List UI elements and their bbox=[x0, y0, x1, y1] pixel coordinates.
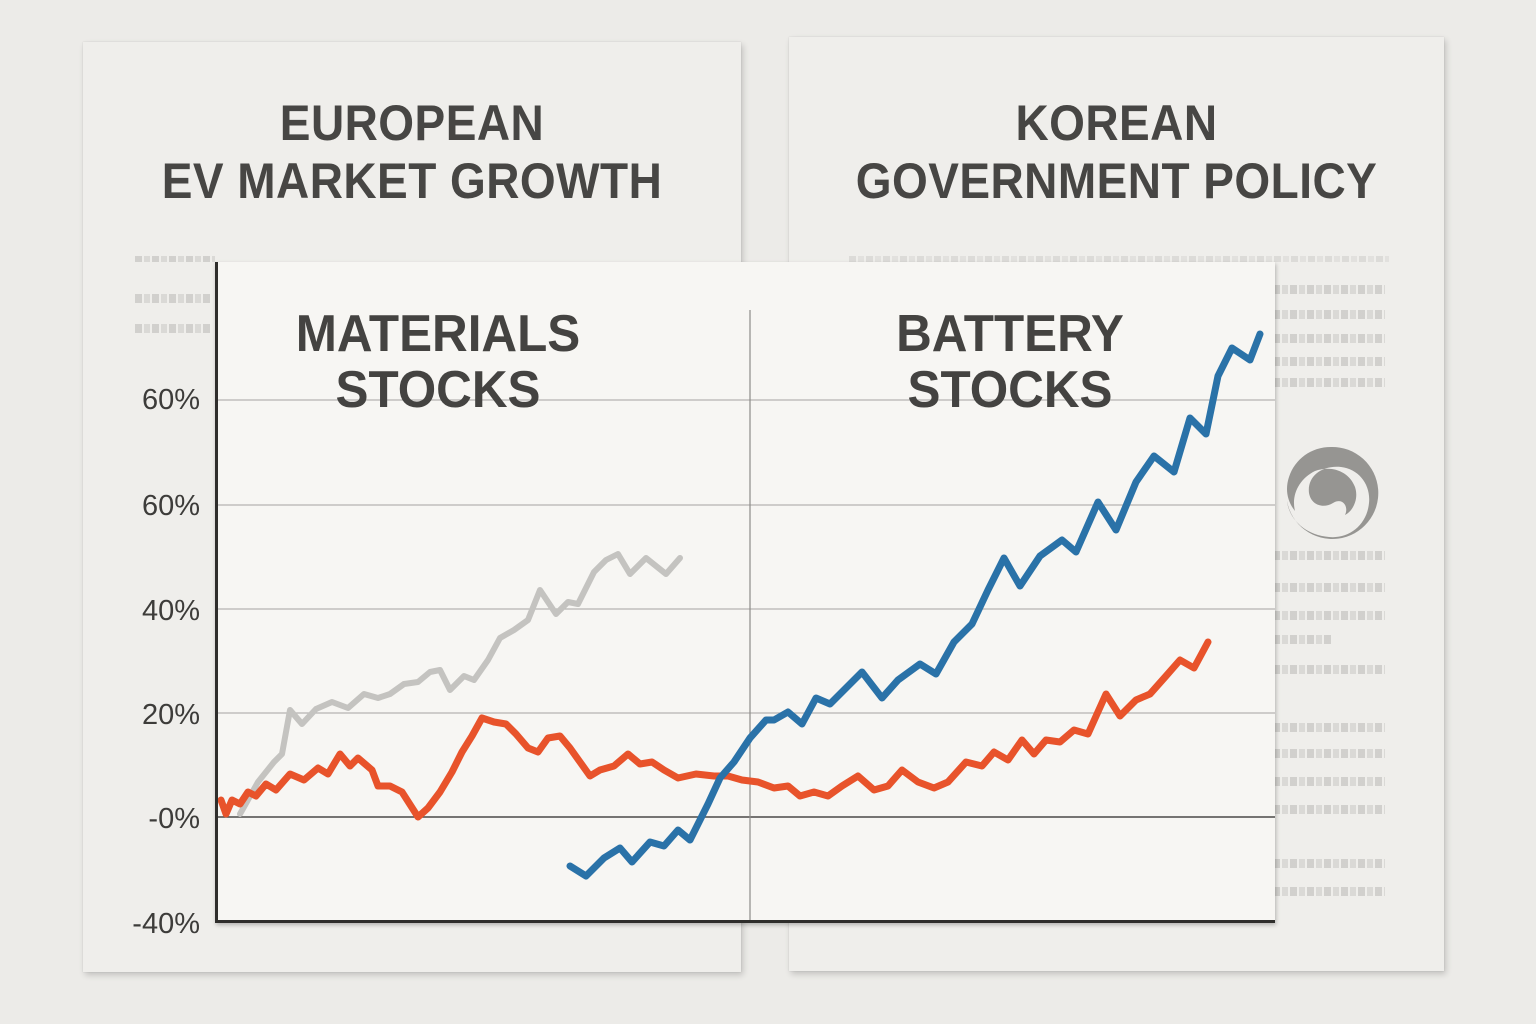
title-line: GOVERNMENT POLICY bbox=[855, 153, 1378, 209]
blurred-text-line bbox=[1273, 887, 1385, 896]
title-line: EV MARKET GROWTH bbox=[161, 153, 663, 209]
battery-stocks-title: BATTERY STOCKS bbox=[839, 306, 1181, 418]
blurred-text-line bbox=[1273, 285, 1385, 294]
blurred-text-line bbox=[1273, 551, 1385, 560]
title-line: STOCKS bbox=[907, 361, 1113, 419]
blurred-text-line bbox=[1273, 583, 1385, 592]
blurred-text-line bbox=[1273, 357, 1385, 366]
title-line: STOCKS bbox=[335, 361, 541, 419]
gray-series-line bbox=[237, 551, 683, 817]
chart-plot-area bbox=[218, 310, 1275, 920]
title-line: MATERIALS bbox=[295, 305, 581, 363]
blurred-text-line bbox=[849, 256, 1389, 262]
y-tick-label: 60% bbox=[141, 384, 200, 416]
blurred-text-line bbox=[1273, 777, 1385, 786]
title-line: EUROPEAN bbox=[279, 95, 545, 151]
blue-series-line bbox=[566, 330, 1264, 880]
stocks-chart: MATERIALS STOCKS BATTERY STOCKS bbox=[215, 262, 1275, 923]
materials-stocks-title: MATERIALS STOCKS bbox=[267, 306, 609, 418]
blurred-text-line bbox=[135, 294, 210, 303]
orange-series-line bbox=[218, 638, 1212, 821]
blurred-text-line bbox=[135, 324, 210, 333]
blurred-text-line bbox=[1273, 310, 1385, 319]
title-line: KOREAN bbox=[1015, 95, 1218, 151]
blurred-text-line bbox=[1273, 378, 1385, 387]
blurred-text-line bbox=[1273, 334, 1385, 343]
korean-policy-title: KOREAN GOVERNMENT POLICY bbox=[815, 94, 1418, 210]
blurred-text-line bbox=[1273, 635, 1333, 644]
european-ev-title: EUROPEAN EV MARKET GROWTH bbox=[109, 94, 714, 210]
title-line: BATTERY bbox=[896, 305, 1124, 363]
y-tick-label: -40% bbox=[132, 908, 200, 940]
y-tick-label: 60% bbox=[141, 490, 200, 522]
gridlines bbox=[218, 399, 1275, 714]
blurred-text-line bbox=[1273, 665, 1385, 674]
blurred-text-line bbox=[1273, 859, 1385, 868]
blurred-text-line bbox=[1273, 749, 1385, 758]
y-tick-label: 40% bbox=[141, 595, 200, 627]
y-tick-label: 20% bbox=[141, 699, 200, 731]
blurred-text-line bbox=[1273, 723, 1385, 732]
blurred-text-line bbox=[135, 256, 215, 262]
korean-government-emblem-icon bbox=[1287, 446, 1379, 539]
blurred-text-line bbox=[1273, 805, 1385, 814]
y-tick-label: -0% bbox=[148, 803, 200, 835]
blurred-text-line bbox=[1273, 611, 1385, 620]
